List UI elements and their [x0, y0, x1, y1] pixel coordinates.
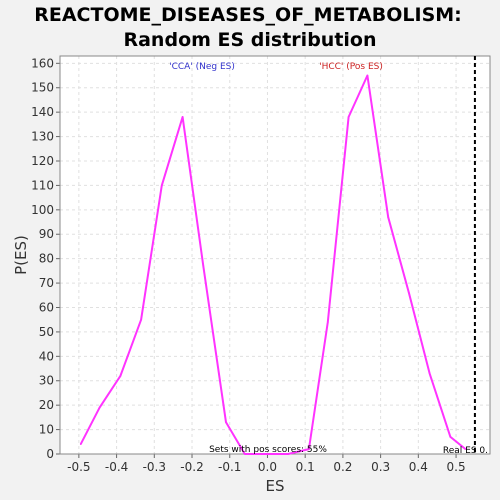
y-tick-label: 50 [39, 325, 54, 339]
data-point [449, 436, 452, 438]
data-point [225, 421, 227, 424]
x-tick-label: 0.5 [447, 460, 466, 474]
data-point [140, 318, 142, 321]
data-point [387, 216, 389, 218]
tick-labels: 0 10 20 30 40 50 60 70 80 90 100 110 120 130 140 150 160… [31, 56, 466, 474]
chart-title-line1: REACTOME_DISEASES_OF_METABOLISM: [34, 4, 462, 26]
data-point [98, 406, 101, 409]
y-tick-label: 150 [31, 81, 54, 95]
x-tick-label: 0.2 [333, 460, 352, 474]
y-axis-label: P(ES) [12, 235, 30, 275]
data-point [366, 74, 369, 77]
y-tick-label: 110 [31, 178, 54, 192]
x-tick-label: -0.2 [180, 460, 203, 474]
data-point [287, 453, 290, 455]
y-tick-label: 160 [31, 56, 54, 70]
y-tick-label: 100 [31, 203, 54, 217]
x-tick-label: -0.5 [67, 460, 90, 474]
y-tick-label: 140 [31, 105, 54, 119]
pos-es-label: 'HCC' (Pos ES) [319, 62, 383, 72]
y-tick-label: 30 [39, 374, 54, 388]
data-point [327, 321, 329, 323]
real-es-label: Real ES 0. [443, 446, 488, 456]
x-tick-label: -0.4 [105, 460, 128, 474]
data-point [308, 448, 310, 450]
y-tick-label: 60 [39, 300, 54, 314]
data-point [161, 184, 163, 187]
x-tick-label: 0.3 [371, 460, 390, 474]
y-tick-label: 80 [39, 252, 54, 266]
y-tick-label: 20 [39, 398, 54, 412]
y-tick-label: 10 [39, 423, 54, 437]
data-point [181, 116, 184, 118]
y-tick-label: 90 [39, 227, 54, 241]
data-point [464, 448, 467, 450]
data-point [79, 443, 82, 446]
pos-score-percentage: Sets with pos scores: 55% [209, 445, 327, 455]
chart-title-line2: Random ES distribution [123, 29, 376, 51]
y-tick-label: 0 [46, 447, 54, 461]
y-tick-label: 70 [39, 276, 54, 290]
neg-es-label: 'CCA' (Neg ES) [169, 62, 235, 72]
y-tick-label: 120 [31, 154, 54, 168]
series-layer [79, 74, 467, 455]
es-distribution-line [79, 74, 467, 455]
x-axis-label: ES [266, 477, 285, 495]
data-point [266, 453, 269, 455]
grid-lines [60, 56, 490, 455]
y-tick-label: 130 [31, 130, 54, 144]
data-point [202, 265, 205, 267]
plot-area [60, 56, 490, 454]
annotations: 'CCA' (Neg ES) 'HCC' (Pos ES) Sets with po… [169, 56, 488, 456]
x-tick-label: -0.1 [218, 460, 241, 474]
data-point [244, 453, 246, 455]
x-tick-label: -0.3 [143, 460, 166, 474]
data-point [428, 372, 431, 375]
x-tick-label: 0.0 [258, 460, 277, 474]
data-point [119, 375, 122, 377]
y-tick-label: 40 [39, 349, 54, 363]
data-point [347, 116, 350, 118]
data-point [408, 292, 410, 294]
x-tick-label: 0.1 [296, 460, 315, 474]
x-tick-label: 0.4 [409, 460, 428, 474]
